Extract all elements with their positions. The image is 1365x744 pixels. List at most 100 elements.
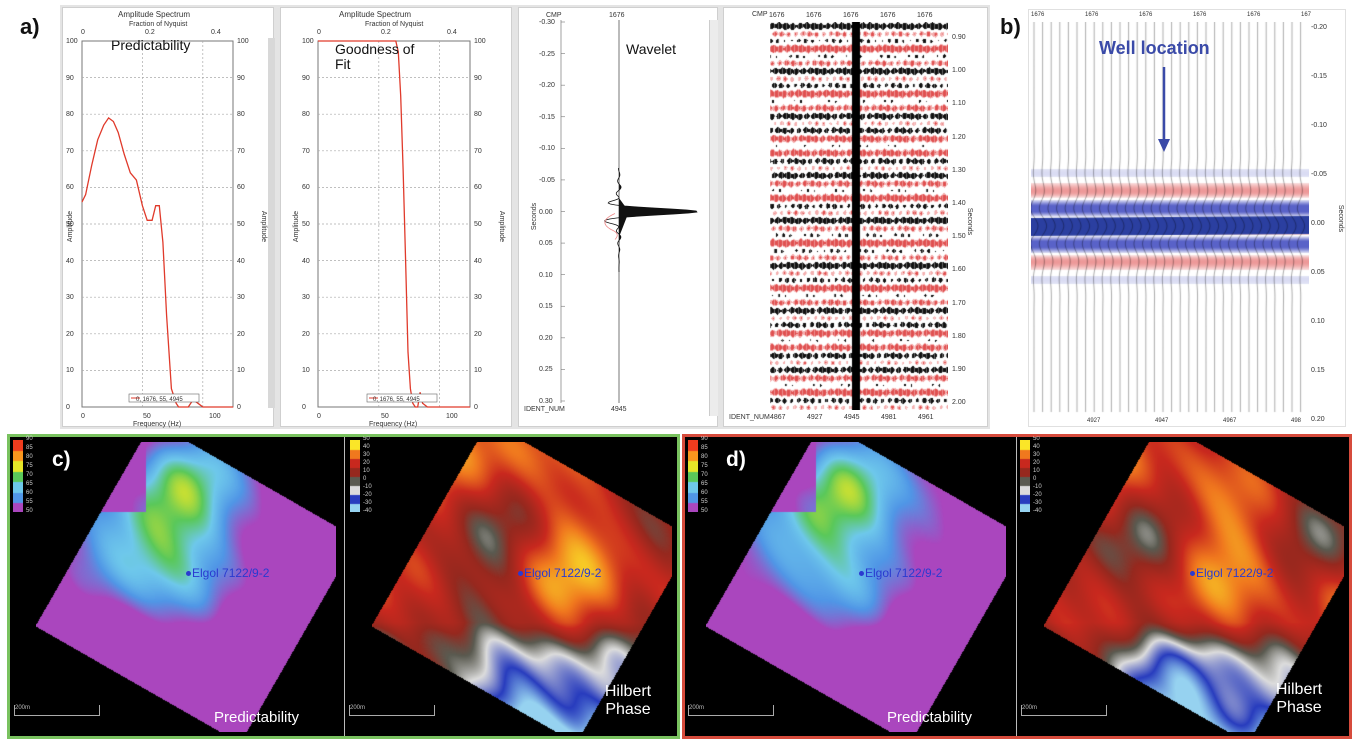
- data-point: [412, 403, 414, 404]
- data-point: [397, 51, 399, 53]
- data-point: [178, 406, 179, 408]
- scrollbar[interactable]: [709, 20, 718, 416]
- spectrum-goodness-panel: Amplitude Spectrum Fraction of Nyquist 0…: [280, 7, 512, 428]
- wavelet-time-tick: -0.30: [539, 19, 555, 26]
- data-point: [188, 406, 189, 408]
- gather-bottom-tick: 4947: [1155, 418, 1169, 424]
- colorbar-tick-label: 55: [701, 499, 708, 505]
- y-tick-label-left: 30: [66, 294, 74, 302]
- seismic-ident-label: IDENT_NUM: [729, 414, 770, 421]
- colorbar-tick-label: 40: [1033, 444, 1040, 450]
- seismic-ident-tick: 4945: [844, 414, 860, 421]
- gather-top-tick: 1676: [1247, 12, 1261, 18]
- gather-time-tick: 0.10: [1311, 318, 1325, 325]
- seismic-ident-tick: 4961: [918, 414, 934, 421]
- legend-text: 0, 1676, 55, 4945: [136, 397, 183, 403]
- colorbar-tick-label: 65: [26, 481, 33, 487]
- gather-axis-label: Seconds: [1337, 204, 1345, 233]
- y-tick-label-left: 0: [66, 404, 70, 411]
- y-tick-label-right: 30: [237, 294, 245, 302]
- seismic-time-tick: 2.00: [952, 399, 966, 407]
- y-tick-label-right: 0: [474, 404, 478, 411]
- seismic-time-tick: 0.90: [952, 34, 966, 41]
- x-tick-0: 0: [317, 413, 321, 420]
- x-tick-100: 100: [446, 413, 458, 420]
- gather-top-tick: 167: [1301, 12, 1312, 18]
- colorbar-tick-label: 0: [1033, 476, 1037, 482]
- seismic-time-tick: 1.70: [952, 299, 966, 307]
- panel-label-a: a): [20, 14, 40, 39]
- seismic-ident-tick: 4927: [807, 414, 823, 421]
- y-tick-label-left: 80: [66, 111, 74, 119]
- d-predictability-colorbar: [688, 440, 698, 512]
- data-point: [146, 220, 148, 221]
- y-tick-label-right: 40: [237, 257, 245, 265]
- data-point: [422, 403, 423, 404]
- colorbar-tick-label: 80: [26, 454, 33, 460]
- seismic-cmp-tick: 1676: [769, 12, 785, 19]
- data-point: [113, 121, 114, 122]
- seismic-cmp-label: CMP: [752, 11, 768, 18]
- colorbar-tick-label: -30: [363, 500, 372, 506]
- wavelet-ident-value: 4945: [611, 406, 627, 413]
- y-tick-label-left: 90: [302, 74, 310, 82]
- well-label: Elgol 7122/9-2: [524, 566, 602, 580]
- d-phase-colorbar: [1020, 440, 1030, 512]
- y-tick-label-right: 80: [237, 111, 245, 119]
- scrollbar[interactable]: [268, 38, 275, 408]
- top-tick-1: 0.2: [381, 29, 391, 36]
- c-phase-colorbar: [350, 440, 360, 512]
- y-tick-label-left: 10: [66, 367, 74, 375]
- wavelet-time-tick: -0.15: [539, 113, 555, 121]
- scale-bar: 200m: [1021, 705, 1107, 716]
- data-point: [197, 403, 199, 404]
- seismic-panel: CMP 1676 1676 1676 1676 1676 0.90 1.00 1.10 1.2…: [723, 7, 988, 427]
- data-point: [171, 388, 172, 390]
- gather-top-tick: 1676: [1031, 12, 1045, 18]
- gather-time-tick: 0.05: [1311, 269, 1325, 276]
- y-tick-label-right: 70: [474, 147, 482, 155]
- y-tick-label-left: 30: [302, 294, 310, 302]
- colorbar-tick-label: 70: [26, 472, 33, 478]
- y-tick-label-left: 20: [302, 330, 310, 338]
- colorbar-tick-label: 85: [701, 445, 708, 451]
- seismic-cmp-tick: 1676: [843, 12, 859, 19]
- well-label: Elgol 7122/9-2: [865, 566, 943, 580]
- colorbar-tick-label: 20: [363, 460, 370, 466]
- colorbar-tick-label: -40: [363, 508, 372, 514]
- wavelet-panel: CMP 1676 Wavelet -0.30 -0.25 -0.20 -0.15 -0.…: [518, 7, 718, 427]
- seismic-time-tick: 1.60: [952, 266, 966, 274]
- seismic-time-tick: 1.80: [952, 332, 966, 340]
- y-tick-label-right: 50: [237, 221, 245, 228]
- colorbar-tick-label: -20: [1033, 492, 1042, 498]
- scale-bar: 200m: [349, 705, 435, 716]
- data-point: [419, 392, 421, 393]
- y-tick-label-right: 80: [474, 111, 482, 119]
- y-tick-label-right: 0: [237, 404, 241, 411]
- well-marker-icon: [1190, 571, 1195, 576]
- y-tick-label-right: 90: [237, 74, 245, 82]
- well-tie-gather: [1031, 22, 1309, 414]
- y-axis-label-right: Amplitude: [260, 210, 268, 243]
- y-tick-label-right: 70: [237, 147, 245, 155]
- data-point: [354, 40, 355, 42]
- y-tick-label-right: 50: [474, 221, 482, 228]
- gather-top-tick: 1676: [1193, 12, 1207, 18]
- data-point: [329, 40, 331, 42]
- seismic-cmp-tick: 1676: [917, 12, 933, 19]
- well-location-arrow-icon: [1158, 67, 1170, 152]
- well-label: Elgol 7122/9-2: [1196, 566, 1274, 580]
- spectrum-predictability-chart: [81, 40, 234, 408]
- seismic-cmp-tick: 1676: [806, 12, 822, 19]
- y-tick-label-left: 80: [302, 111, 310, 119]
- panel-label-b: b): [1000, 14, 1021, 39]
- seismic-time-tick: 1.40: [952, 200, 966, 207]
- spectrum-top-axis-label: Fraction of Nyquist: [129, 21, 188, 28]
- predictability-chart-title: Predictability: [111, 37, 191, 53]
- seismic-ident-tick: 4867: [770, 414, 786, 421]
- c-phase-caption: Hilbert Phase: [604, 683, 652, 719]
- data-point: [91, 165, 92, 166]
- colorbar-tick-label: 50: [1033, 436, 1040, 442]
- c-predictability-colorbar: [13, 440, 23, 512]
- wavelet-trace: [603, 168, 698, 272]
